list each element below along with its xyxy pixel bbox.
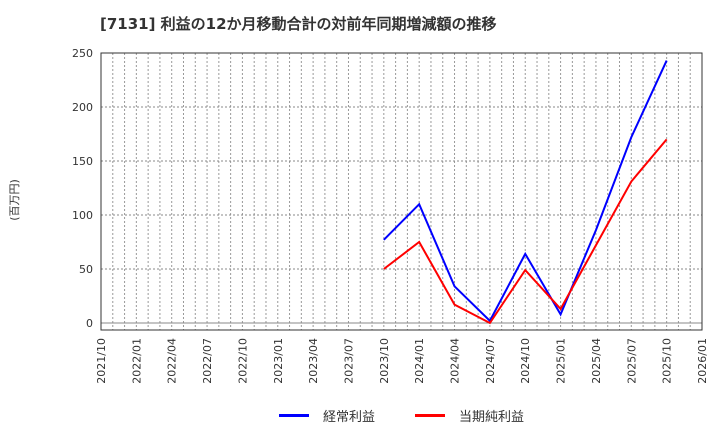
x-tick-label: 2026/01 bbox=[696, 338, 709, 384]
y-tick-label: 100 bbox=[72, 209, 93, 222]
x-tick-label: 2023/07 bbox=[342, 338, 355, 384]
y-axis-label: (百万円) bbox=[8, 179, 21, 221]
x-tick-label: 2024/04 bbox=[449, 338, 462, 384]
x-tick-label: 2025/07 bbox=[625, 338, 638, 384]
series-line bbox=[383, 60, 668, 323]
x-tick-label: 2025/01 bbox=[555, 338, 568, 384]
legend-item-ordinary-profit: 経常利益 bbox=[279, 406, 375, 425]
legend-label: 当期純利益 bbox=[459, 409, 525, 425]
y-tick-label: 200 bbox=[72, 101, 93, 114]
legend-label: 経常利益 bbox=[323, 409, 376, 425]
y-tick-label: 50 bbox=[79, 263, 93, 276]
x-tick-label: 2023/01 bbox=[272, 338, 285, 384]
x-tick-label: 2023/04 bbox=[307, 338, 320, 384]
legend-item-net-profit: 当期純利益 bbox=[415, 406, 524, 425]
legend-swatch-blue bbox=[279, 413, 309, 417]
legend: 経常利益 当期純利益 bbox=[279, 400, 524, 430]
y-tick-label: 250 bbox=[72, 47, 93, 60]
x-tick-label: 2023/10 bbox=[378, 338, 391, 384]
x-tick-label: 2022/10 bbox=[236, 338, 249, 384]
x-tick-label: 2022/07 bbox=[201, 338, 214, 384]
x-tick-label: 2022/01 bbox=[130, 338, 143, 384]
x-tick-label: 2025/04 bbox=[590, 338, 603, 384]
x-tick-label: 2021/10 bbox=[95, 338, 108, 384]
series-lines bbox=[383, 60, 668, 325]
chart-title: [7131] 利益の12か月移動合計の対前年同期増減額の推移 bbox=[100, 15, 497, 33]
grid-lines bbox=[101, 52, 702, 330]
axes bbox=[100, 52, 703, 331]
x-axis-ticks: 2021/10 2022/01 2022/04 2022/07 2022/10 2023/… bbox=[95, 338, 709, 384]
x-tick-label: 2024/01 bbox=[413, 338, 426, 384]
y-tick-label: 0 bbox=[86, 317, 93, 330]
y-axis-ticks: 0 50 100 150 200 250 bbox=[72, 47, 93, 330]
y-tick-label: 150 bbox=[72, 155, 93, 168]
x-tick-label: 2024/10 bbox=[519, 338, 532, 384]
x-tick-label: 2022/04 bbox=[166, 338, 179, 384]
x-tick-label: 2025/10 bbox=[661, 338, 674, 384]
series-line bbox=[383, 138, 668, 325]
x-tick-label: 2024/07 bbox=[484, 338, 497, 384]
legend-swatch-red bbox=[415, 413, 446, 417]
